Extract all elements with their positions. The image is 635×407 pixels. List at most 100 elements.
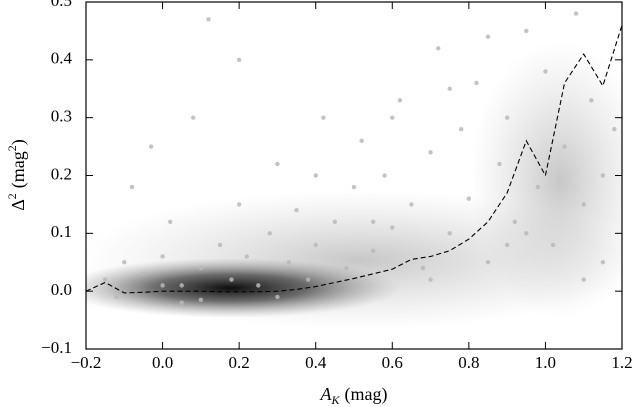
x-tick-label: −0.2 (71, 353, 102, 372)
scatter-point (102, 277, 108, 282)
y-tick-label: 0.0 (51, 280, 72, 299)
scatter-point (305, 277, 311, 282)
scatter-point (581, 277, 586, 282)
label-part: (mag (8, 151, 29, 188)
scatter-point (148, 144, 154, 149)
scatter-point (562, 144, 567, 149)
scatter-point (390, 115, 395, 120)
scatter-point (589, 98, 594, 103)
scatter-point (122, 260, 127, 265)
scatter-point (428, 150, 433, 155)
scatter-point (485, 260, 491, 265)
y-axis-label: Δ2(mag2) (5, 139, 29, 211)
scatter-point (600, 260, 606, 265)
scatter-point (294, 208, 299, 213)
label-part: ) (8, 139, 29, 145)
y-tick-label: 0.2 (51, 164, 72, 183)
y-tick-label: 0.3 (51, 107, 72, 126)
scatter-point (332, 219, 338, 224)
x-tick-label: 1.0 (535, 353, 556, 372)
label-part: 2 (5, 193, 19, 199)
scatter-point (236, 202, 242, 207)
scatter-point (497, 161, 502, 167)
scatter-point (485, 34, 491, 39)
x-tick-label: 0.4 (305, 353, 327, 372)
plot-area (86, 11, 622, 330)
scatter-point (436, 46, 441, 51)
label-part: K (331, 393, 341, 407)
scatter-point (535, 184, 540, 190)
scatter-point (351, 288, 357, 294)
x-axis-label: AK (mag) (320, 384, 388, 407)
scatter-point (275, 294, 280, 300)
label-part: 2 (5, 145, 19, 151)
scatter-point (229, 277, 234, 282)
scatter-point (581, 202, 586, 207)
scatter-point (474, 80, 479, 86)
x-tick-label: 0.0 (152, 353, 173, 372)
scatter-point (286, 260, 292, 265)
scatter-point (244, 254, 249, 259)
x-tick-label: 0.6 (382, 353, 403, 372)
y-tick-label: 0.4 (51, 49, 73, 68)
scatter-point (370, 219, 376, 224)
scatter-point (275, 161, 280, 167)
x-tick-label: 0.2 (229, 353, 250, 372)
dashed-line (86, 24, 622, 294)
scatter-point (447, 86, 452, 91)
scatter-point (160, 254, 165, 259)
scatter-point (504, 115, 510, 120)
label-part: A (320, 384, 333, 404)
scatter-point (359, 138, 364, 143)
scatter-point (543, 69, 548, 74)
scatter-point (256, 283, 261, 288)
scatter-point (160, 283, 165, 288)
scatter-point (504, 242, 510, 248)
scatter-point (236, 57, 242, 63)
x-tick-label: 0.8 (458, 353, 479, 372)
scatter-point (524, 231, 529, 236)
scatter-point (168, 219, 173, 224)
y-tick-label: 0.5 (51, 0, 72, 10)
scatter-point (198, 297, 204, 303)
scatter-point (267, 231, 272, 236)
scatter-point (459, 127, 464, 132)
scatter-point (344, 265, 349, 271)
scatter-point (447, 231, 452, 236)
scatter-point (382, 173, 387, 178)
scatter-point (321, 115, 326, 120)
x-tick-label: 1.2 (611, 353, 632, 372)
density-core (86, 258, 400, 318)
scatter-point (397, 98, 403, 103)
scatter-point (466, 196, 472, 201)
scatter-point (600, 173, 606, 178)
scatter-point (420, 265, 426, 271)
scatter-point (512, 219, 517, 224)
label-part: (mag) (345, 384, 388, 405)
label-part: Δ (8, 199, 28, 211)
scatter-point (179, 283, 184, 288)
y-tick-label: 0.1 (51, 222, 72, 241)
scatter-point (129, 184, 135, 190)
scatter-point (114, 294, 119, 300)
scatter-point (206, 17, 211, 22)
scatter-point (198, 265, 204, 271)
scatter-point (550, 242, 556, 248)
y-tick-label: −0.1 (41, 338, 72, 357)
scatter-point (351, 184, 357, 190)
scatter-point (217, 242, 223, 248)
scatter-point (612, 127, 617, 132)
scatter-point (141, 271, 146, 277)
scatter-point (370, 248, 376, 253)
scatter-point (573, 11, 579, 16)
scatter-point (313, 173, 318, 178)
scatter-point (428, 277, 433, 282)
scatter-point (313, 242, 318, 248)
scatter-point (409, 202, 414, 207)
density-haze (470, 40, 622, 320)
scatter-point (179, 300, 184, 305)
scatter-point (191, 115, 196, 120)
scatter-point (524, 28, 529, 34)
scatter-point (390, 225, 395, 230)
